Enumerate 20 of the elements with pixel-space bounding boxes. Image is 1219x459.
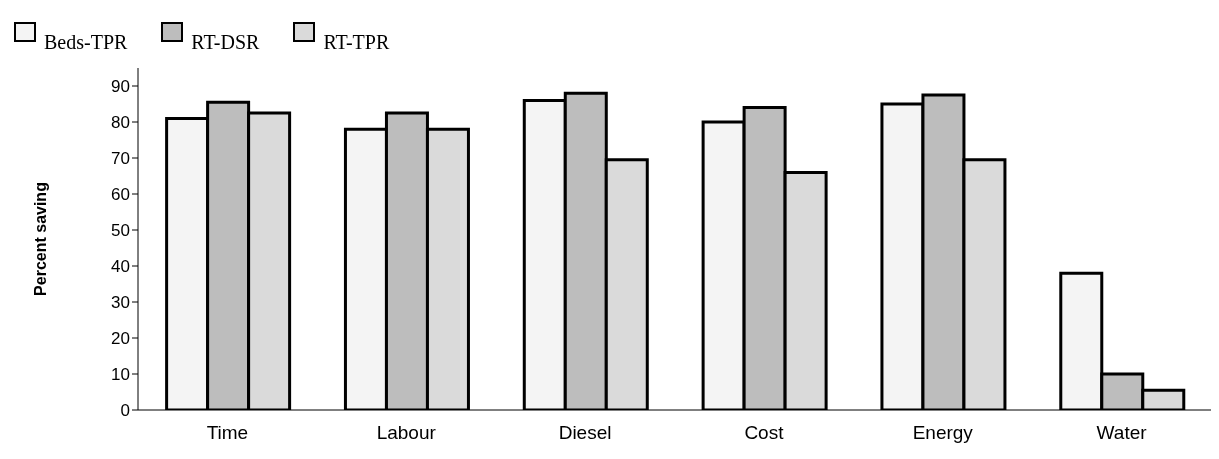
x-tick-label: Water <box>1096 422 1148 444</box>
legend-label: RT-TPR <box>323 31 390 54</box>
x-tick-label: Time <box>206 422 249 444</box>
y-axis-title: Percent saving <box>31 182 49 296</box>
y-tick-label: 30 <box>111 293 130 313</box>
y-tick-label: 0 <box>120 401 130 421</box>
x-tick-label: Energy <box>912 422 974 444</box>
legend-label: RT-DSR <box>191 31 260 54</box>
x-tick-label: Diesel <box>558 422 612 444</box>
y-tick-label: 80 <box>111 113 130 133</box>
x-tick-label: Cost <box>744 422 785 444</box>
y-tick-label: 90 <box>111 77 130 97</box>
legend-label: Beds-TPR <box>44 31 128 54</box>
x-tick-label: Labour <box>376 422 437 444</box>
y-tick-label: 20 <box>111 329 130 349</box>
y-tick-label: 10 <box>111 365 130 385</box>
y-tick-label: 40 <box>111 257 130 277</box>
y-tick-label: 70 <box>111 149 130 169</box>
y-tick-label: 50 <box>111 221 130 241</box>
y-tick-label: 60 <box>111 185 130 205</box>
